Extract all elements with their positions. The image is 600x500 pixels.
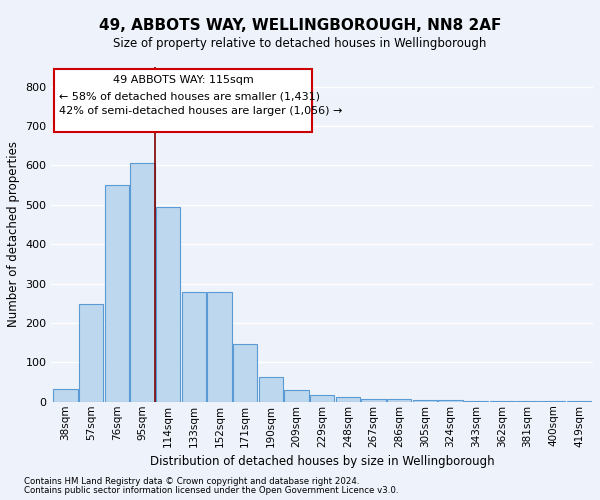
Bar — [464, 400, 488, 402]
Bar — [336, 396, 360, 402]
Bar — [233, 344, 257, 402]
Text: 49, ABBOTS WAY, WELLINGBOROUGH, NN8 2AF: 49, ABBOTS WAY, WELLINGBOROUGH, NN8 2AF — [99, 18, 501, 32]
Bar — [79, 304, 103, 402]
Y-axis label: Number of detached properties: Number of detached properties — [7, 142, 20, 328]
Bar — [541, 400, 565, 402]
Bar — [208, 292, 232, 402]
Text: ← 58% of detached houses are smaller (1,431): ← 58% of detached houses are smaller (1,… — [59, 92, 320, 102]
Bar — [515, 400, 540, 402]
Bar — [361, 398, 386, 402]
Text: 49 ABBOTS WAY: 115sqm: 49 ABBOTS WAY: 115sqm — [113, 75, 253, 85]
Bar — [156, 207, 181, 402]
Bar — [284, 390, 309, 402]
Text: Size of property relative to detached houses in Wellingborough: Size of property relative to detached ho… — [113, 38, 487, 51]
X-axis label: Distribution of detached houses by size in Wellingborough: Distribution of detached houses by size … — [150, 455, 494, 468]
Text: Contains HM Land Registry data © Crown copyright and database right 2024.: Contains HM Land Registry data © Crown c… — [24, 477, 359, 486]
Bar — [413, 400, 437, 402]
Bar — [490, 400, 514, 402]
Bar — [567, 400, 591, 402]
Bar — [53, 389, 78, 402]
Bar — [105, 185, 129, 402]
Text: 42% of semi-detached houses are larger (1,056) →: 42% of semi-detached houses are larger (… — [59, 106, 342, 117]
Bar — [310, 394, 334, 402]
Bar — [387, 398, 412, 402]
Bar — [439, 400, 463, 402]
Bar — [259, 377, 283, 402]
Bar — [182, 292, 206, 402]
Text: Contains public sector information licensed under the Open Government Licence v3: Contains public sector information licen… — [24, 486, 398, 495]
Bar — [130, 162, 155, 402]
